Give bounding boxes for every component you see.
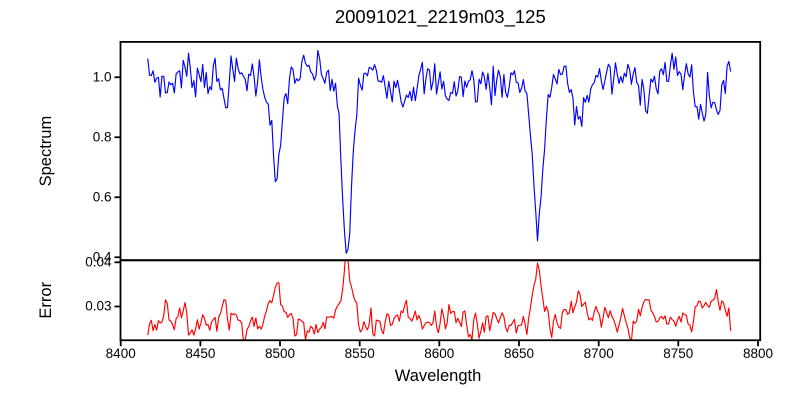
svg-text:0.04: 0.04 [85, 255, 112, 270]
svg-text:8400: 8400 [106, 346, 136, 361]
svg-text:20091021_2219m03_125: 20091021_2219m03_125 [335, 6, 546, 28]
svg-text:0.8: 0.8 [93, 130, 112, 145]
svg-text:Error: Error [37, 281, 55, 318]
svg-text:Spectrum: Spectrum [37, 116, 55, 187]
svg-text:8450: 8450 [185, 346, 215, 361]
svg-text:0.6: 0.6 [93, 190, 112, 205]
svg-text:8750: 8750 [663, 346, 693, 361]
svg-text:8800: 8800 [743, 346, 773, 361]
svg-text:8700: 8700 [584, 346, 614, 361]
svg-text:8600: 8600 [424, 346, 454, 361]
svg-text:Wavelength: Wavelength [395, 367, 482, 385]
svg-text:8650: 8650 [504, 346, 534, 361]
svg-text:8500: 8500 [265, 346, 295, 361]
svg-text:0.03: 0.03 [85, 299, 111, 314]
svg-text:8550: 8550 [345, 346, 375, 361]
svg-text:1.0: 1.0 [93, 70, 112, 85]
